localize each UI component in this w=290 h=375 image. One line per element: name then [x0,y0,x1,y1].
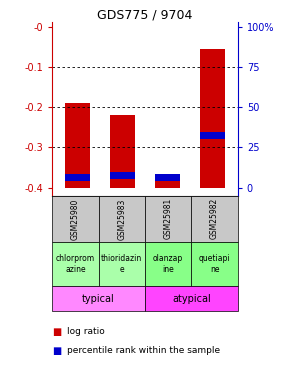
Text: other: other [0,374,1,375]
Text: percentile rank within the sample: percentile rank within the sample [67,346,220,355]
Bar [191,242,238,286]
Bar [65,174,90,181]
Bar [155,174,180,181]
Text: GSM25980: GSM25980 [71,198,80,240]
Bar [99,242,145,286]
Bar [200,132,225,138]
Bar [155,176,180,188]
Text: chlorprom
azine: chlorprom azine [56,254,95,274]
Bar [145,242,191,286]
Bar [52,242,99,286]
Text: agent: agent [0,374,1,375]
Bar [200,49,225,188]
Text: ■: ■ [52,346,61,355]
Text: GSM25981: GSM25981 [164,198,173,240]
Bar [99,196,145,242]
Bar [110,115,135,188]
Bar [65,103,90,188]
Text: olanzap
ine: olanzap ine [153,254,183,274]
Bar [191,196,238,242]
Text: log ratio: log ratio [67,327,104,336]
Text: GSM25982: GSM25982 [210,198,219,240]
Bar [145,286,238,311]
Text: quetiapi
ne: quetiapi ne [199,254,231,274]
Title: GDS775 / 9704: GDS775 / 9704 [97,8,193,21]
Bar [110,172,135,179]
Text: ■: ■ [52,327,61,337]
Bar [52,286,145,311]
Text: thioridazin
e: thioridazin e [101,254,142,274]
Text: typical: typical [82,294,115,303]
Text: atypical: atypical [172,294,211,303]
Bar [145,196,191,242]
Text: GSM25983: GSM25983 [117,198,126,240]
Bar [52,196,99,242]
